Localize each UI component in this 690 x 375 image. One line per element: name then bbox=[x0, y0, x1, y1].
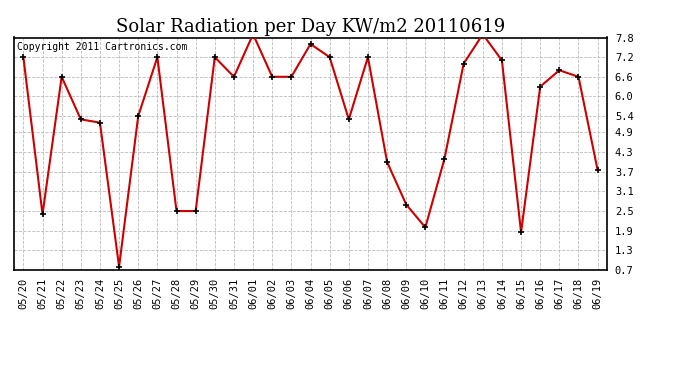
Title: Solar Radiation per Day KW/m2 20110619: Solar Radiation per Day KW/m2 20110619 bbox=[116, 18, 505, 36]
Text: Copyright 2011 Cartronics.com: Copyright 2011 Cartronics.com bbox=[17, 42, 187, 52]
